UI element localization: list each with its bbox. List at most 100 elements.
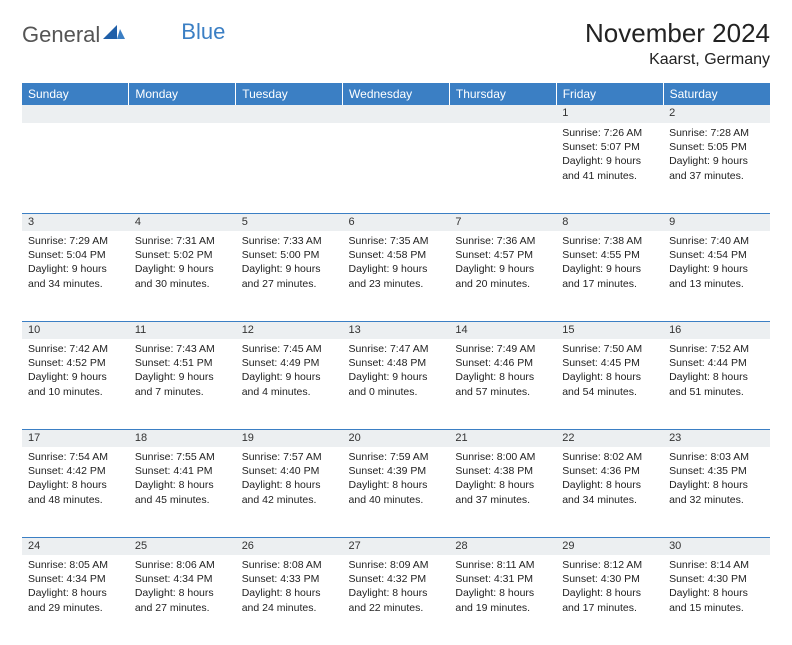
sunset-text: Sunset: 4:39 PM (349, 464, 444, 478)
day-cell: Sunrise: 7:38 AMSunset: 4:55 PMDaylight:… (556, 231, 663, 321)
sunset-text: Sunset: 4:51 PM (135, 356, 230, 370)
daylight-text: Daylight: 8 hours and 29 minutes. (28, 586, 123, 614)
day-number: 11 (129, 321, 236, 339)
sunrise-text: Sunrise: 7:26 AM (562, 126, 657, 140)
day-cell: Sunrise: 7:28 AMSunset: 5:05 PMDaylight:… (663, 123, 770, 213)
day-cell (129, 123, 236, 213)
daylight-text: Daylight: 9 hours and 20 minutes. (455, 262, 550, 290)
day-number (129, 105, 236, 123)
day-number: 3 (22, 213, 129, 231)
day-cell: Sunrise: 7:36 AMSunset: 4:57 PMDaylight:… (449, 231, 556, 321)
detail-row: Sunrise: 8:05 AMSunset: 4:34 PMDaylight:… (22, 555, 770, 645)
logo-text-general: General (22, 22, 100, 48)
day-cell (449, 123, 556, 213)
day-number: 26 (236, 537, 343, 555)
day-cell: Sunrise: 7:55 AMSunset: 4:41 PMDaylight:… (129, 447, 236, 537)
sunset-text: Sunset: 4:42 PM (28, 464, 123, 478)
daylight-text: Daylight: 9 hours and 0 minutes. (349, 370, 444, 398)
day-number: 21 (449, 429, 556, 447)
day-number: 15 (556, 321, 663, 339)
day-number (343, 105, 450, 123)
sunrise-text: Sunrise: 7:28 AM (669, 126, 764, 140)
day-cell: Sunrise: 7:26 AMSunset: 5:07 PMDaylight:… (556, 123, 663, 213)
day-number: 16 (663, 321, 770, 339)
day-number: 10 (22, 321, 129, 339)
daylight-text: Daylight: 8 hours and 37 minutes. (455, 478, 550, 506)
sunrise-text: Sunrise: 7:38 AM (562, 234, 657, 248)
day-cell (22, 123, 129, 213)
sunset-text: Sunset: 4:32 PM (349, 572, 444, 586)
day-cell: Sunrise: 8:05 AMSunset: 4:34 PMDaylight:… (22, 555, 129, 645)
sunrise-text: Sunrise: 7:59 AM (349, 450, 444, 464)
sunrise-text: Sunrise: 7:49 AM (455, 342, 550, 356)
day-cell: Sunrise: 8:00 AMSunset: 4:38 PMDaylight:… (449, 447, 556, 537)
sunset-text: Sunset: 4:54 PM (669, 248, 764, 262)
detail-row: Sunrise: 7:54 AMSunset: 4:42 PMDaylight:… (22, 447, 770, 537)
sunrise-text: Sunrise: 7:33 AM (242, 234, 337, 248)
day-number (449, 105, 556, 123)
day-number: 9 (663, 213, 770, 231)
daylight-text: Daylight: 9 hours and 4 minutes. (242, 370, 337, 398)
sunrise-text: Sunrise: 7:45 AM (242, 342, 337, 356)
daylight-text: Daylight: 8 hours and 48 minutes. (28, 478, 123, 506)
day-number: 2 (663, 105, 770, 123)
day-cell: Sunrise: 7:49 AMSunset: 4:46 PMDaylight:… (449, 339, 556, 429)
calendar-table: Sunday Monday Tuesday Wednesday Thursday… (22, 83, 770, 645)
sunrise-text: Sunrise: 8:06 AM (135, 558, 230, 572)
day-number: 12 (236, 321, 343, 339)
sunrise-text: Sunrise: 8:02 AM (562, 450, 657, 464)
daylight-text: Daylight: 8 hours and 22 minutes. (349, 586, 444, 614)
daynum-row: 24252627282930 (22, 537, 770, 555)
day-cell: Sunrise: 8:02 AMSunset: 4:36 PMDaylight:… (556, 447, 663, 537)
daylight-text: Daylight: 8 hours and 51 minutes. (669, 370, 764, 398)
day-number: 22 (556, 429, 663, 447)
sunset-text: Sunset: 4:41 PM (135, 464, 230, 478)
daylight-text: Daylight: 9 hours and 23 minutes. (349, 262, 444, 290)
day-number (236, 105, 343, 123)
day-number: 25 (129, 537, 236, 555)
day-cell (236, 123, 343, 213)
sunset-text: Sunset: 4:46 PM (455, 356, 550, 370)
weekday-header: Sunday (22, 83, 129, 105)
sunset-text: Sunset: 4:36 PM (562, 464, 657, 478)
day-cell: Sunrise: 7:50 AMSunset: 4:45 PMDaylight:… (556, 339, 663, 429)
daynum-row: 10111213141516 (22, 321, 770, 339)
day-cell (343, 123, 450, 213)
sunrise-text: Sunrise: 7:55 AM (135, 450, 230, 464)
sunrise-text: Sunrise: 8:03 AM (669, 450, 764, 464)
sunset-text: Sunset: 4:45 PM (562, 356, 657, 370)
sunset-text: Sunset: 4:57 PM (455, 248, 550, 262)
sunset-text: Sunset: 4:34 PM (135, 572, 230, 586)
day-cell: Sunrise: 7:33 AMSunset: 5:00 PMDaylight:… (236, 231, 343, 321)
day-number: 4 (129, 213, 236, 231)
day-number: 6 (343, 213, 450, 231)
day-number: 29 (556, 537, 663, 555)
daylight-text: Daylight: 8 hours and 19 minutes. (455, 586, 550, 614)
header: General Blue November 2024 Kaarst, Germa… (22, 18, 770, 69)
weekday-header: Friday (556, 83, 663, 105)
sunset-text: Sunset: 4:34 PM (28, 572, 123, 586)
sunset-text: Sunset: 4:38 PM (455, 464, 550, 478)
sunrise-text: Sunrise: 7:42 AM (28, 342, 123, 356)
weekday-header: Monday (129, 83, 236, 105)
sunset-text: Sunset: 4:49 PM (242, 356, 337, 370)
daylight-text: Daylight: 9 hours and 13 minutes. (669, 262, 764, 290)
day-number: 5 (236, 213, 343, 231)
day-cell: Sunrise: 7:29 AMSunset: 5:04 PMDaylight:… (22, 231, 129, 321)
sunset-text: Sunset: 4:33 PM (242, 572, 337, 586)
sunrise-text: Sunrise: 7:52 AM (669, 342, 764, 356)
weekday-header: Thursday (449, 83, 556, 105)
day-number: 30 (663, 537, 770, 555)
sunrise-text: Sunrise: 8:11 AM (455, 558, 550, 572)
sunset-text: Sunset: 4:40 PM (242, 464, 337, 478)
sunrise-text: Sunrise: 7:47 AM (349, 342, 444, 356)
day-cell: Sunrise: 8:12 AMSunset: 4:30 PMDaylight:… (556, 555, 663, 645)
day-cell: Sunrise: 7:59 AMSunset: 4:39 PMDaylight:… (343, 447, 450, 537)
day-cell: Sunrise: 7:31 AMSunset: 5:02 PMDaylight:… (129, 231, 236, 321)
day-number: 13 (343, 321, 450, 339)
day-cell: Sunrise: 7:40 AMSunset: 4:54 PMDaylight:… (663, 231, 770, 321)
day-cell: Sunrise: 8:11 AMSunset: 4:31 PMDaylight:… (449, 555, 556, 645)
daynum-row: 12 (22, 105, 770, 123)
weekday-header: Tuesday (236, 83, 343, 105)
day-number: 20 (343, 429, 450, 447)
